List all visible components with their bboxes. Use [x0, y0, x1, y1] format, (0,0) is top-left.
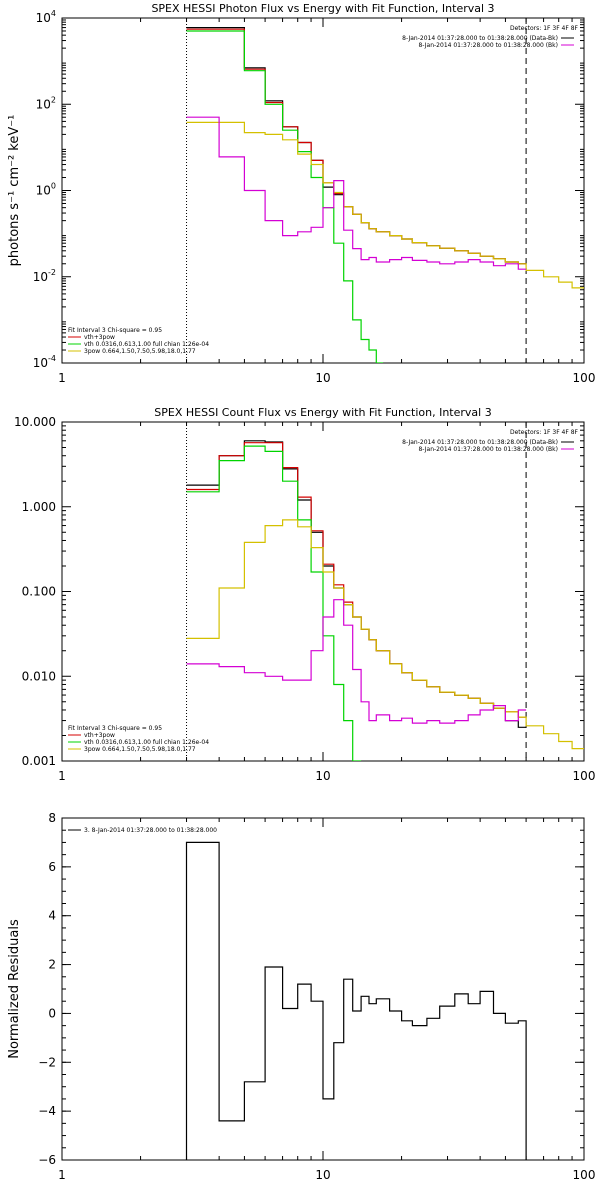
y-tick-exponent: 0 — [51, 182, 56, 191]
y-tick-label: 10-4 — [33, 354, 56, 370]
y-tick-label: 8 — [48, 811, 56, 825]
series-line-3pow — [186, 519, 584, 750]
y-tick-exponent: -2 — [48, 268, 56, 277]
legend-entry-label: vth 0.0316,0.613,1.00 full chian 1.26e-0… — [84, 341, 209, 348]
y-tick-base: 10 — [36, 11, 51, 25]
chart-panel-3: 1 10 100 −6 −4 −2 0 2 4 6 8 Normalized Residuals 3. … — [7, 811, 595, 1182]
y-tick-label: 4 — [48, 909, 56, 923]
legend-entry-label: 8-Jan-2014 01:37:28.000 to 01:38:28.000 … — [402, 439, 558, 446]
legend-entry-label: 8-Jan-2014 01:37:28.000 to 01:38:28.000 … — [402, 35, 558, 42]
chart-title: SPEX HESSI Photon Flux vs Energy with Fi… — [151, 2, 494, 15]
y-tick-label: 102 — [36, 95, 56, 111]
legend-entry-label: 3pow 0.664,1.50,7.50,5.98,18.0,1.77 — [84, 348, 196, 355]
series-line-Bk — [186, 116, 527, 270]
series-line-vth — [186, 445, 362, 761]
y-tick-label: 0.001 — [22, 754, 56, 768]
series-line-residuals — [185, 841, 527, 1160]
y-tick-label: −2 — [38, 1055, 56, 1069]
legend-entry-label: 8-Jan-2014 01:37:28.000 to 01:38:28.000 … — [418, 446, 558, 453]
plot-frame — [61, 817, 585, 1161]
chart-panel-2: SPEX HESSI Count Flux vs Energy with Fit… — [14, 406, 595, 783]
y-tick-exponent: 4 — [51, 9, 56, 18]
y-tick-base: 10 — [33, 356, 48, 370]
y-tick-label: 0.100 — [22, 585, 56, 599]
x-tick-label: 10 — [315, 1168, 330, 1182]
x-tick-label: 100 — [573, 769, 596, 783]
series-line-vth — [186, 30, 384, 363]
y-tick-exponent: -4 — [48, 354, 56, 363]
y-tick-label: 0 — [48, 1006, 56, 1020]
y-axis-label: Normalized Residuals — [7, 919, 22, 1059]
y-tick-label: 6 — [48, 860, 56, 874]
legend-entry-label: 3pow 0.664,1.50,7.50,5.98,18.0,1.77 — [84, 746, 196, 753]
legend-header: Fit Interval 3 Chi-square = 0.95 — [68, 327, 162, 334]
y-tick-label: −4 — [38, 1104, 56, 1118]
x-tick-label: 1 — [58, 1168, 66, 1182]
y-tick-label: 10-2 — [33, 268, 56, 284]
series-line-vth+3pow — [186, 442, 527, 718]
series-line-3pow — [186, 121, 584, 289]
y-tick-base: 10 — [36, 184, 51, 198]
series-line-Bk — [186, 599, 527, 724]
x-tick-label: 10 — [315, 769, 330, 783]
chart-panel-1: SPEX HESSI Photon Flux vs Energy with Fi… — [7, 2, 595, 385]
y-tick-label: 0.010 — [22, 669, 56, 683]
x-tick-label: 1 — [58, 371, 66, 385]
legend-header: Detectors: 1F 3F 4F 8F — [510, 25, 579, 32]
series-line-Data-Bk — [186, 440, 527, 728]
y-tick-label: 104 — [36, 9, 56, 25]
series-line-Data-Bk — [186, 27, 527, 265]
legend-entry-label: vth+3pow — [84, 732, 115, 739]
x-tick-label: 100 — [573, 371, 596, 385]
legend-entry-label: 3. 8-Jan-2014 01:37:28.000 to 01:38:28.0… — [84, 827, 217, 834]
legend-entry-label: 8-Jan-2014 01:37:28.000 to 01:38:28.000 … — [418, 42, 558, 49]
y-axis-label: photons s⁻¹ cm⁻² keV⁻¹ — [7, 115, 22, 267]
y-tick-label: −6 — [38, 1153, 56, 1167]
y-tick-label: 10.000 — [14, 415, 56, 429]
x-tick-label: 10 — [315, 371, 330, 385]
legend-entry-label: vth 0.0316,0.613,1.00 full chian 1.26e-0… — [84, 739, 209, 746]
y-tick-base: 10 — [36, 97, 51, 111]
series-line-vth+3pow — [186, 28, 527, 265]
y-tick-label: 1.000 — [22, 500, 56, 514]
y-tick-exponent: 2 — [51, 95, 56, 104]
chart-title: SPEX HESSI Count Flux vs Energy with Fit… — [154, 406, 491, 419]
y-tick-label: 100 — [36, 182, 56, 198]
x-tick-label: 1 — [58, 769, 66, 783]
y-tick-base: 10 — [33, 270, 48, 284]
legend-header: Fit Interval 3 Chi-square = 0.95 — [68, 725, 162, 732]
x-tick-label: 100 — [573, 1168, 596, 1182]
y-tick-label: 2 — [48, 958, 56, 972]
legend-entry-label: vth+3pow — [84, 334, 115, 341]
legend-header: Detectors: 1F 3F 4F 8F — [510, 429, 579, 436]
